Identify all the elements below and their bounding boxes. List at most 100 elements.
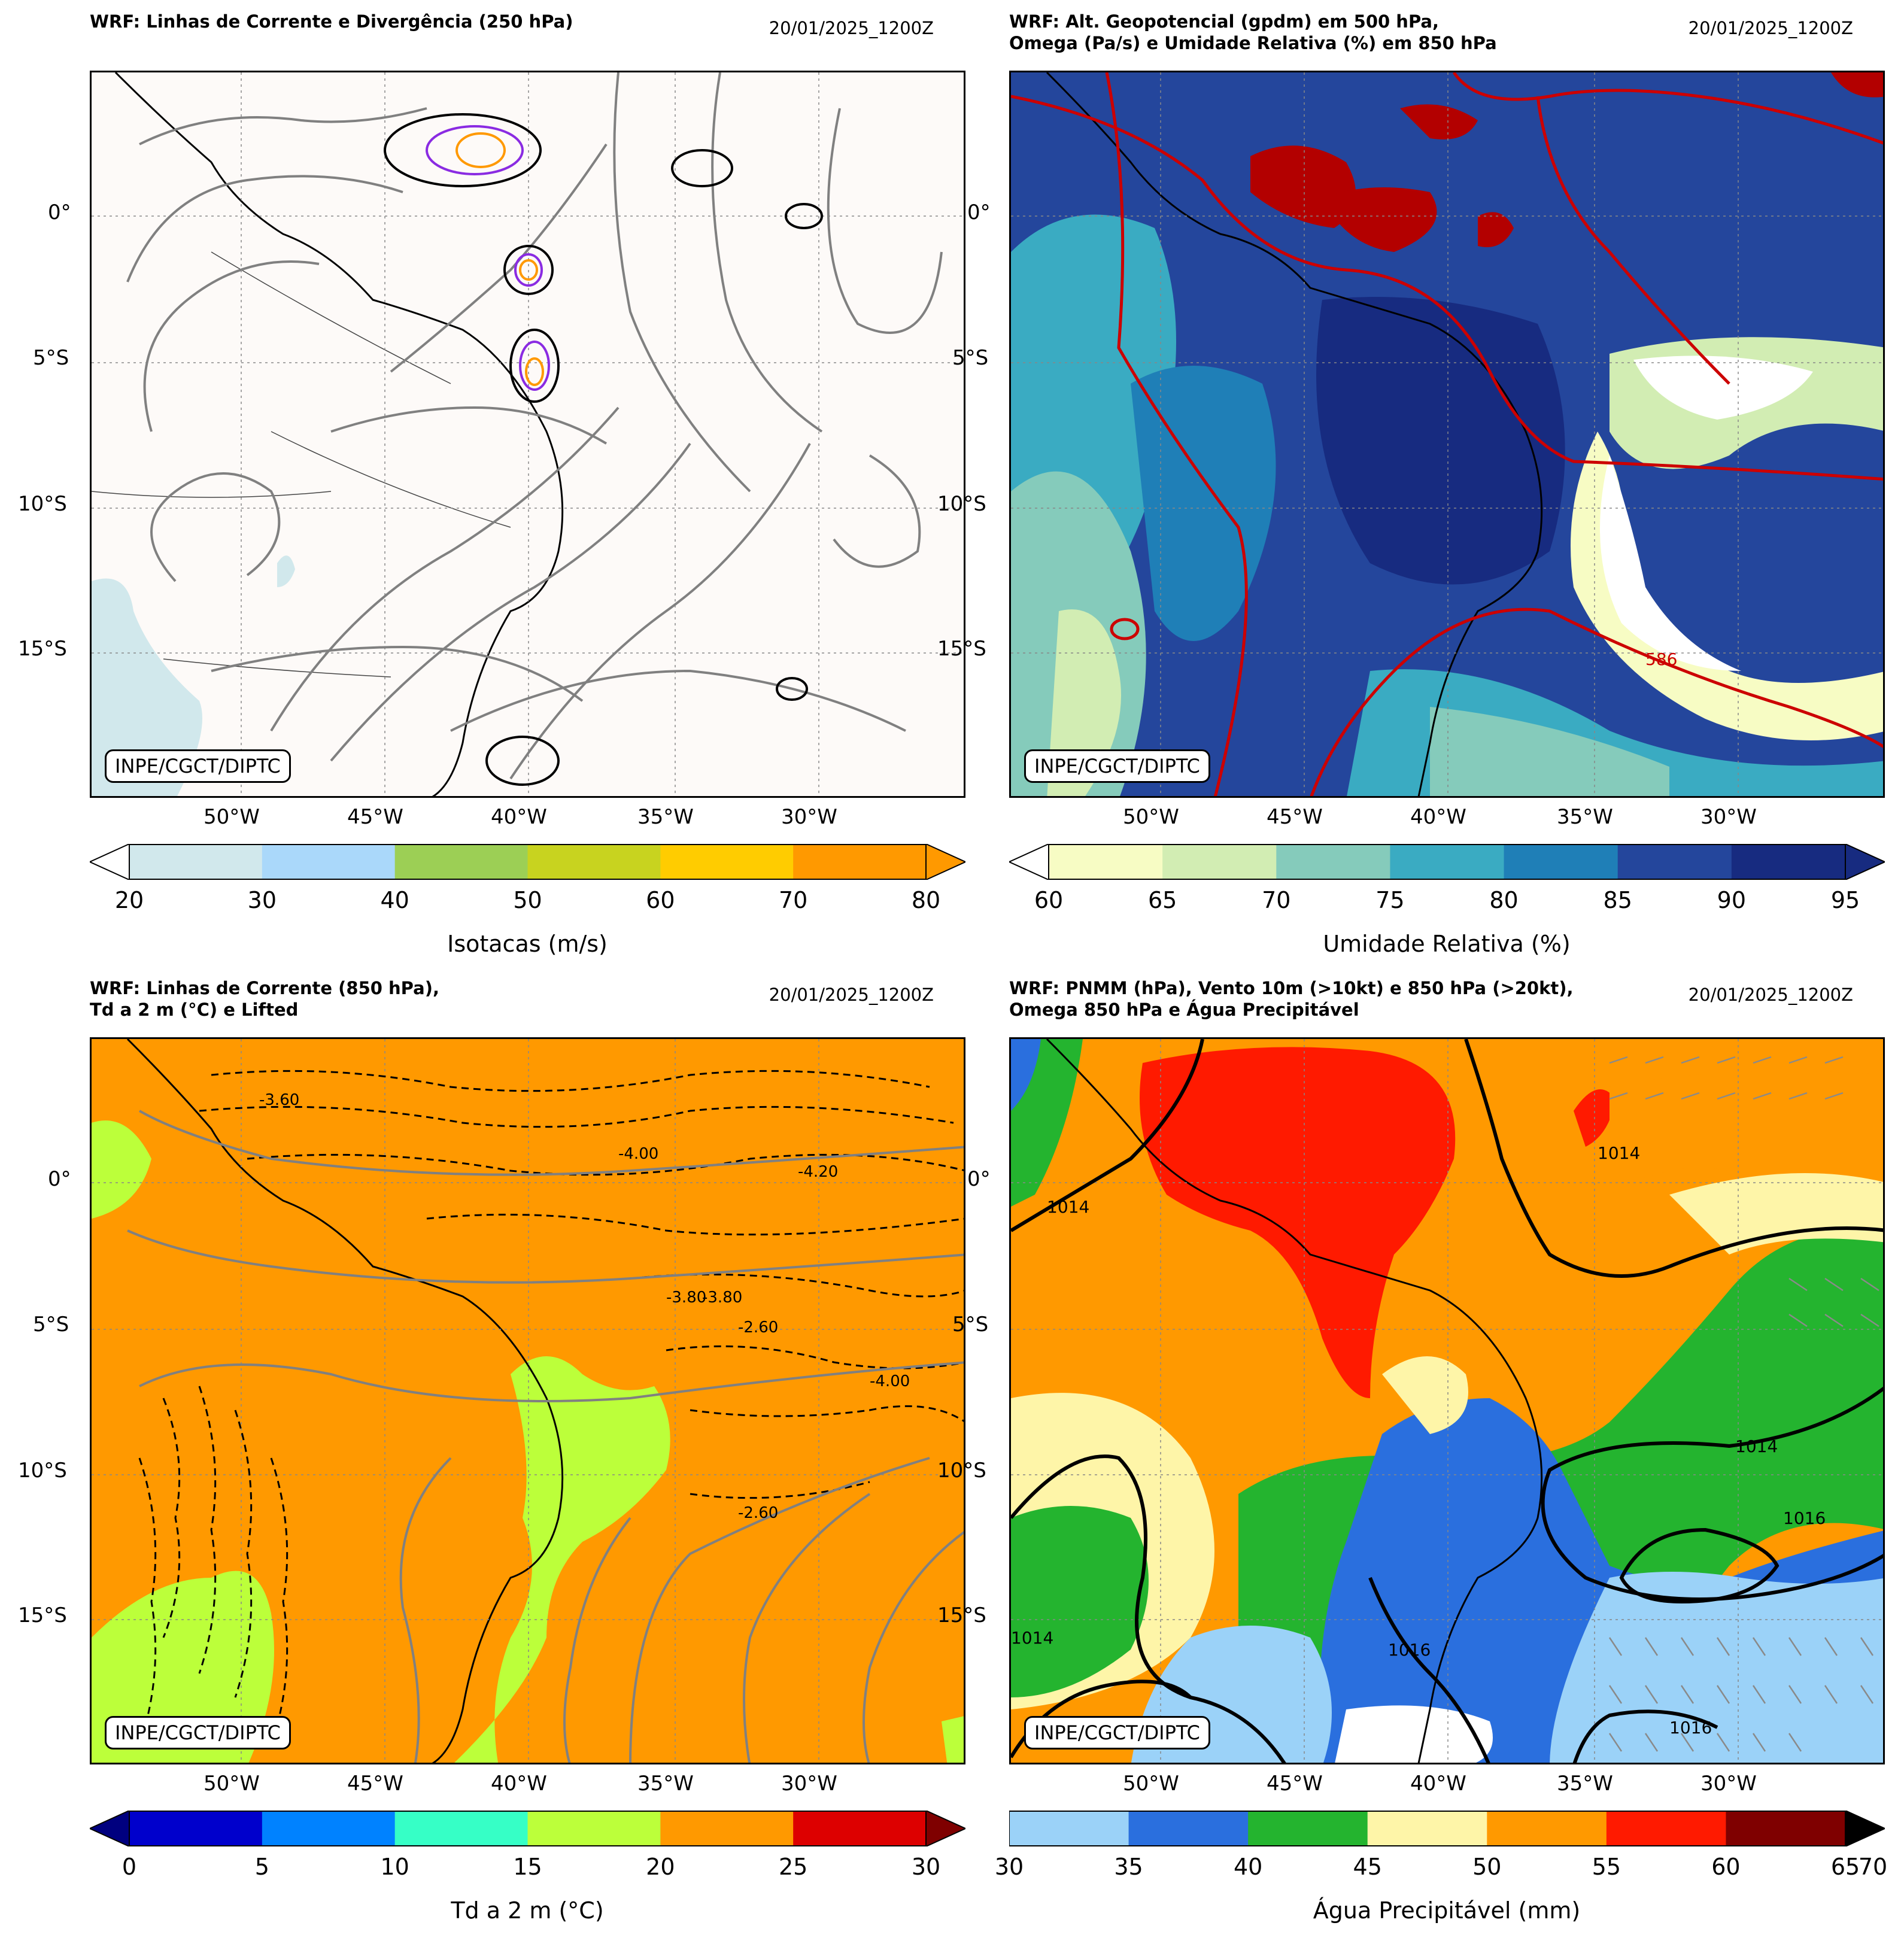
colorbar-label: Água Precipitável (mm) xyxy=(1313,1897,1581,1924)
lat-label: 5°S xyxy=(952,1313,989,1337)
lat-label: 15°S xyxy=(18,1603,67,1627)
colorbar-tick-label: 40 xyxy=(1233,1854,1263,1880)
lon-label: 30°W xyxy=(781,805,837,829)
colorbar-tick-label: 15 xyxy=(513,1854,542,1880)
colorbar-tick-label: 50 xyxy=(513,887,542,913)
lat-label: 5°S xyxy=(952,346,989,370)
colorbar-band xyxy=(394,1811,528,1846)
colorbar-label: Isotacas (m/s) xyxy=(447,931,608,957)
lon-label: 30°W xyxy=(781,1772,837,1796)
lon-label: 30°W xyxy=(1700,805,1757,829)
colorbar-extend-high xyxy=(1845,844,1885,880)
map-graphic: -3.60 -4.00 -4.20 -3.80 -2.60 -2.60 -4.0… xyxy=(92,1039,964,1763)
lon-label: 40°W xyxy=(1410,805,1466,829)
colorbar-tick-label: 20 xyxy=(646,1854,675,1880)
panel-title: WRF: Linhas de Corrente e Divergência (2… xyxy=(90,11,573,32)
colorbar-extend-low xyxy=(90,844,130,880)
colorbar-tick-label: 55 xyxy=(1592,1854,1621,1880)
colorbar xyxy=(1009,1811,1885,1846)
colorbar-outline xyxy=(1048,844,1846,880)
contour-label: -4.00 xyxy=(618,1145,658,1163)
colorbar-tick-label: 30 xyxy=(911,1854,941,1880)
colorbar-band xyxy=(1009,1811,1129,1846)
colorbar-band xyxy=(1617,844,1732,880)
lat-label: 10°S xyxy=(937,492,986,516)
contour-label: 586 xyxy=(1645,649,1677,669)
colorbar-band xyxy=(1162,844,1277,880)
colorbar-tick-label: 20 xyxy=(114,887,144,913)
lon-label: 40°W xyxy=(491,1772,547,1796)
lat-label: 10°S xyxy=(18,492,67,516)
panel-geopotential-500hpa: WRF: Alt. Geopotencial (gpdm) em 500 hPa… xyxy=(919,0,1885,970)
colorbar-band xyxy=(1276,844,1390,880)
colorbar-band xyxy=(1487,1811,1607,1846)
colorbar-label: Umidade Relativa (%) xyxy=(1323,931,1571,957)
colorbar-band xyxy=(262,844,396,880)
panel-title: WRF: PNMM (hPa), Vento 10m (>10kt) e 850… xyxy=(1009,978,1574,1020)
lat-label: 5°S xyxy=(33,346,69,370)
lon-label: 50°W xyxy=(1123,1772,1179,1796)
panel-date: 20/01/2025_1200Z xyxy=(769,985,934,1005)
lon-label: 50°W xyxy=(1123,805,1179,829)
colorbar-tick-label: 80 xyxy=(1489,887,1519,913)
lat-label: 0° xyxy=(48,1167,71,1191)
isobar-label: 1016 xyxy=(1669,1718,1712,1738)
contour-label: -2.60 xyxy=(738,1319,778,1337)
colorbar-band xyxy=(1504,844,1618,880)
colorbar-extend-low xyxy=(1009,844,1049,880)
contour-label: -3.80 xyxy=(702,1289,742,1307)
lat-label: 10°S xyxy=(18,1459,67,1483)
colorbar-band xyxy=(1049,844,1163,880)
lat-label: 10°S xyxy=(937,1459,986,1483)
colorbar-band xyxy=(660,844,794,880)
map-graphic: 1014 1014 1014 1014 1016 1016 1016 xyxy=(1011,1039,1883,1763)
colorbar-band xyxy=(129,844,263,880)
colorbar xyxy=(1009,844,1885,880)
colorbar xyxy=(90,1811,965,1846)
credit-badge: INPE/CGCT/DIPTC xyxy=(105,749,291,783)
isobar-label: 1014 xyxy=(1011,1628,1053,1648)
lon-label: 45°W xyxy=(347,1772,403,1796)
lon-label: 50°W xyxy=(204,805,260,829)
lon-label: 50°W xyxy=(204,1772,260,1796)
lon-label: 40°W xyxy=(491,805,547,829)
isobar-label: 1016 xyxy=(1388,1640,1431,1660)
colorbar-tick-label: 40 xyxy=(380,887,409,913)
map-area: 586 INPE/CGCT/DIPTC xyxy=(1009,71,1885,798)
lat-label: 15°S xyxy=(937,1603,986,1627)
contour-label: -4.20 xyxy=(798,1163,838,1181)
colorbar-extend-high xyxy=(1845,1811,1885,1846)
isobar-label: 1014 xyxy=(1735,1436,1778,1456)
colorbar-tick-label: 60 xyxy=(1711,1854,1741,1880)
lat-label: 5°S xyxy=(33,1313,69,1337)
lat-label: 15°S xyxy=(18,637,67,661)
colorbar-tick-label: 70 xyxy=(1262,887,1291,913)
lon-label: 45°W xyxy=(347,805,403,829)
colorbar-tick-label: 60 xyxy=(646,887,675,913)
credit-badge: INPE/CGCT/DIPTC xyxy=(1024,749,1210,783)
panel-title: WRF: Alt. Geopotencial (gpdm) em 500 hPa… xyxy=(1009,11,1497,53)
colorbar-label: Td a 2 m (°C) xyxy=(451,1897,604,1924)
colorbar-tick-label: 70 xyxy=(1858,1854,1888,1880)
panel-streamlines-250hpa: WRF: Linhas de Corrente e Divergência (2… xyxy=(0,0,965,970)
credit-badge: INPE/CGCT/DIPTC xyxy=(105,1716,291,1750)
colorbar-tick-label: 50 xyxy=(1472,1854,1502,1880)
contour-label: -4.00 xyxy=(870,1372,910,1390)
lon-label: 30°W xyxy=(1700,1772,1757,1796)
lon-label: 35°W xyxy=(637,805,694,829)
colorbar-band xyxy=(793,1811,927,1846)
colorbar-tick-label: 60 xyxy=(1034,887,1064,913)
contour-label: -2.60 xyxy=(738,1504,778,1522)
isobar-label: 1016 xyxy=(1783,1508,1826,1528)
colorbar-band xyxy=(527,844,661,880)
lon-label: 45°W xyxy=(1267,1772,1323,1796)
colorbar-band xyxy=(129,1811,263,1846)
lat-label: 0° xyxy=(967,1167,991,1191)
colorbar-tick-label: 85 xyxy=(1603,887,1632,913)
contour-label: -3.80 xyxy=(666,1289,706,1307)
lon-label: 40°W xyxy=(1410,1772,1466,1796)
colorbar-tick-label: 0 xyxy=(122,1854,137,1880)
lat-label: 0° xyxy=(967,201,991,224)
colorbar-band xyxy=(793,844,927,880)
colorbar-tick-label: 30 xyxy=(247,887,277,913)
